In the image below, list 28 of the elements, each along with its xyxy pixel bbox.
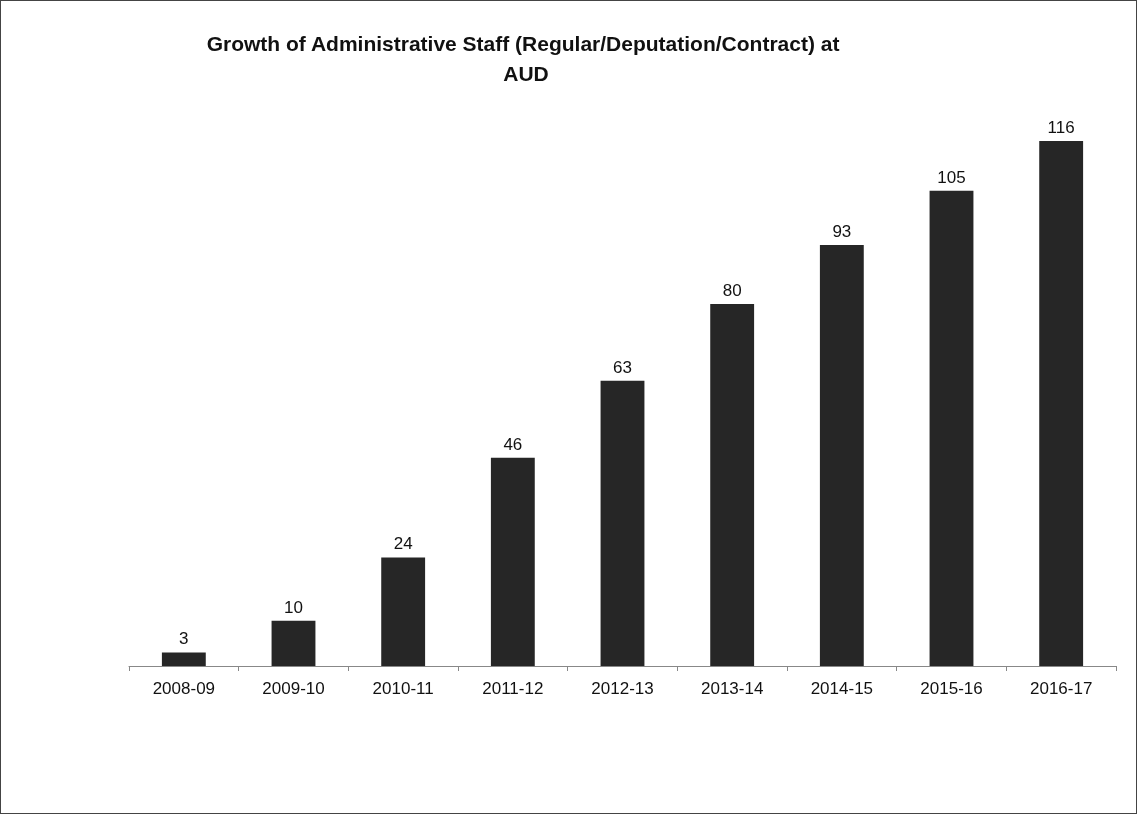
- data-label: 24: [393, 534, 413, 554]
- x-tick-label: 2009-10: [262, 679, 325, 698]
- bar: [161, 652, 206, 666]
- bar: [271, 620, 316, 666]
- data-label: 46: [503, 434, 523, 454]
- data-label: 80: [722, 280, 742, 300]
- bar: [381, 557, 426, 666]
- bar: [600, 380, 645, 666]
- bar: [490, 457, 535, 666]
- bar: [819, 245, 864, 666]
- data-label: 3: [179, 629, 189, 649]
- data-label: 63: [613, 357, 632, 377]
- x-tick-label: 2011-12: [482, 679, 544, 698]
- data-label: 93: [832, 222, 852, 242]
- data-label: 116: [1047, 118, 1075, 137]
- x-tick-label: 2008-09: [152, 679, 216, 698]
- x-tick-label: 2015-16: [920, 679, 983, 698]
- x-tick-label: 2014-15: [810, 679, 874, 698]
- x-tick-label: 2012-13: [591, 679, 654, 698]
- x-tick-label: 2013-14: [700, 679, 764, 698]
- bar: [929, 190, 974, 666]
- x-tick-label: 2010-11: [372, 679, 434, 698]
- data-label: 10: [284, 597, 303, 617]
- bar: [1039, 141, 1084, 666]
- chart-title: Growth of Administrative Staff (Regular/Deputation/Contract) at AUD: [206, 31, 846, 85]
- bar: [710, 303, 755, 666]
- data-label: 105: [937, 167, 966, 187]
- x-tick-label: 2016-17: [1029, 679, 1093, 698]
